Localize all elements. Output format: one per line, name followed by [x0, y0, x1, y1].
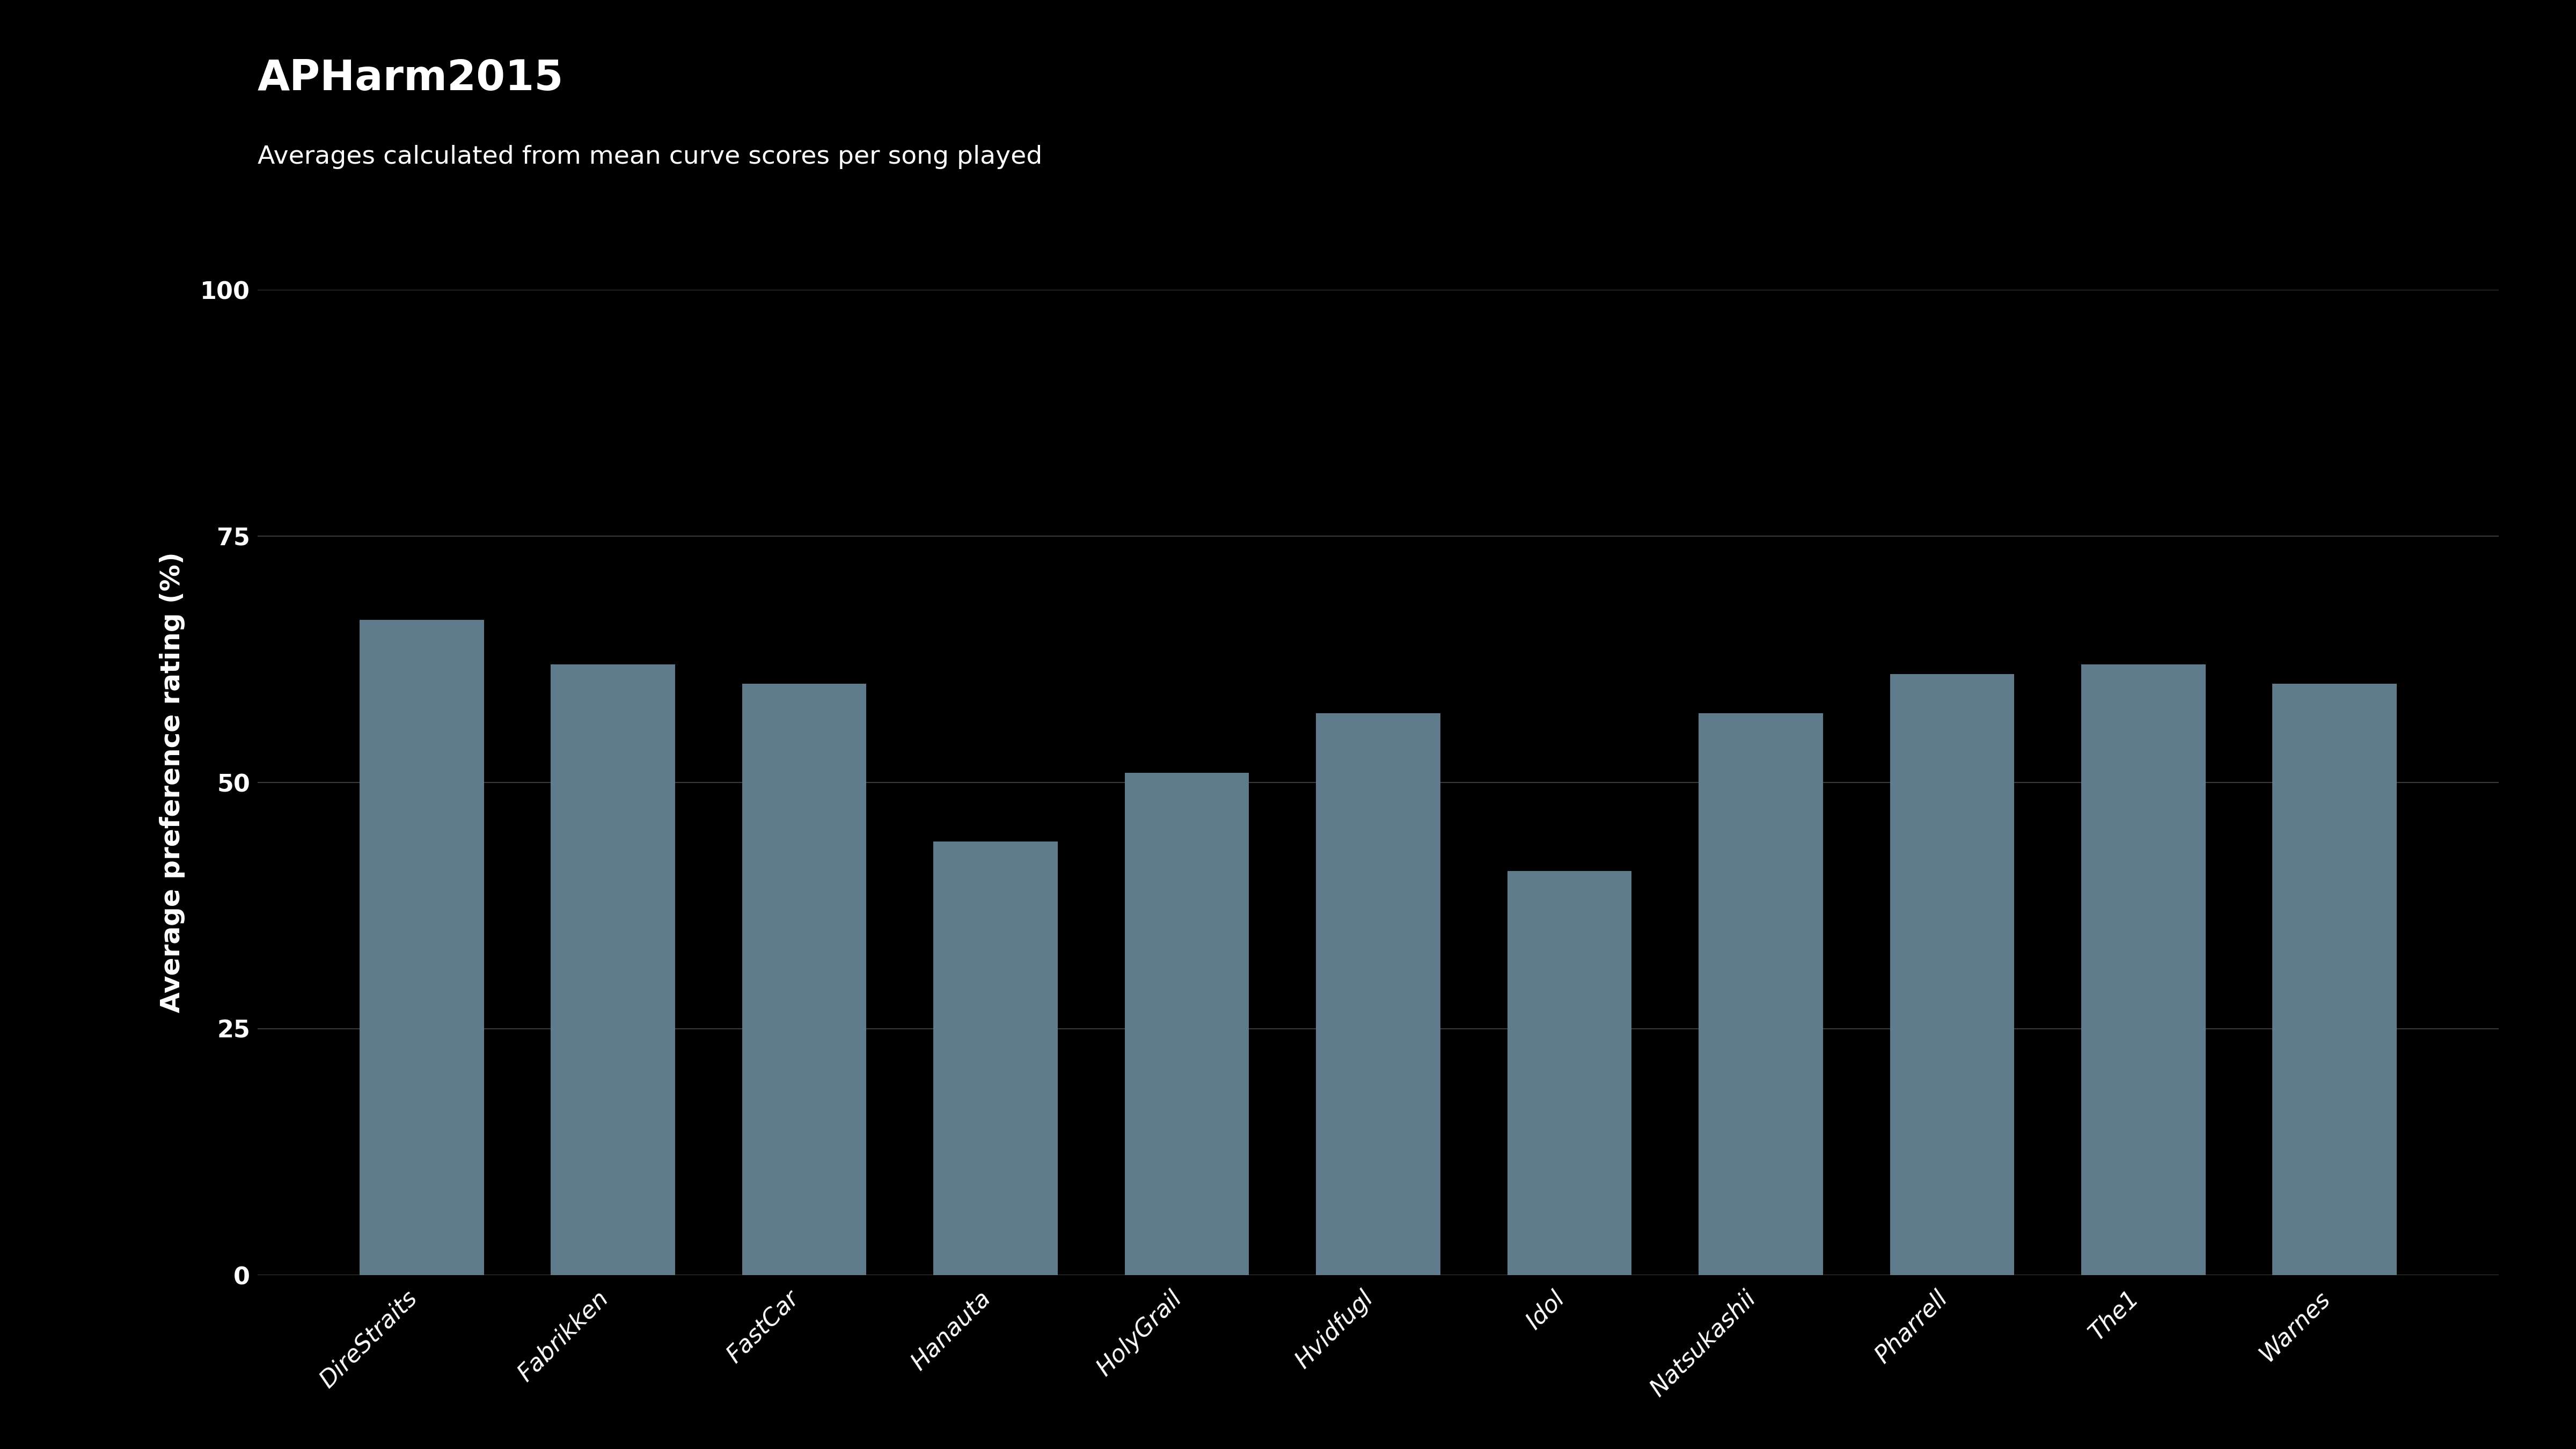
- Bar: [1507, 871, 1631, 1275]
- Bar: [1126, 772, 1249, 1275]
- Bar: [551, 664, 675, 1275]
- Bar: [1698, 713, 1824, 1275]
- Bar: [1891, 674, 2014, 1275]
- Bar: [933, 842, 1059, 1275]
- Bar: [2081, 664, 2205, 1275]
- Text: APHarm2015: APHarm2015: [258, 58, 564, 99]
- Text: Averages calculated from mean curve scores per song played: Averages calculated from mean curve scor…: [258, 145, 1043, 170]
- Bar: [1316, 713, 1440, 1275]
- Y-axis label: Average preference rating (%): Average preference rating (%): [160, 552, 185, 1013]
- Bar: [742, 684, 866, 1275]
- Bar: [2272, 684, 2396, 1275]
- Bar: [361, 620, 484, 1275]
